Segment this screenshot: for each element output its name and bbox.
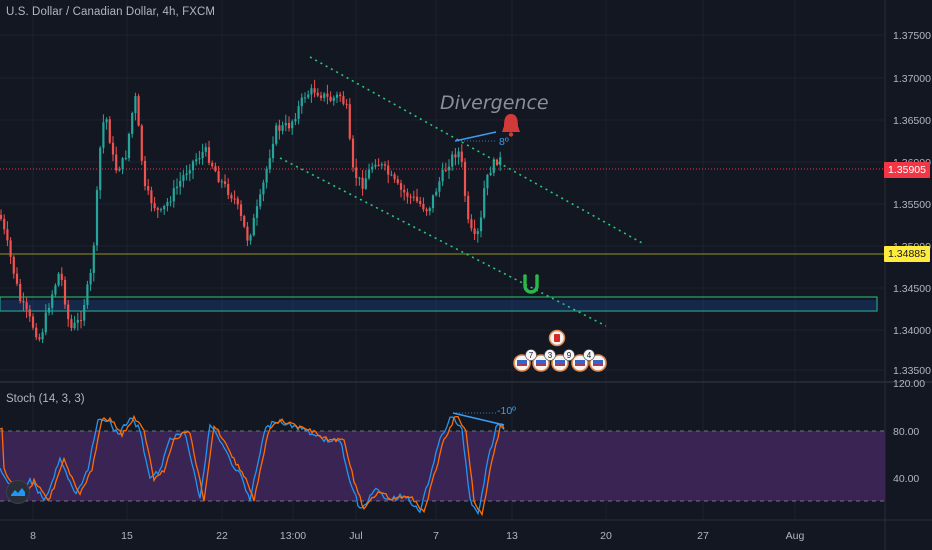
price-angle-label: 8º: [499, 136, 509, 148]
current-price-tag: 1.35905: [884, 162, 930, 178]
time-tick-label: 22: [216, 530, 228, 542]
time-tick-label: 13: [506, 530, 518, 542]
event-count-badge: 7: [525, 349, 537, 361]
svg-text:3: 3: [548, 351, 553, 360]
price-tick-label: 1.34000: [893, 325, 931, 337]
time-tick-label: Jul: [349, 530, 362, 542]
price-axis[interactable]: 1.375001.370001.365001.360001.355001.350…: [893, 30, 931, 377]
time-tick-label: 15: [121, 530, 133, 542]
alert-bell-icon[interactable]: [502, 114, 520, 137]
stoch-tick-label: 120.00: [893, 378, 925, 390]
time-tick-label: 20: [600, 530, 612, 542]
event-badge-us[interactable]: [589, 354, 607, 372]
stoch-angle-label: -10º: [497, 405, 516, 417]
symbol-title[interactable]: U.S. Dollar / Canadian Dollar, 4h, FXCM: [6, 6, 216, 18]
event-badge-us[interactable]: [551, 354, 569, 372]
stoch-indicator-label[interactable]: Stoch (14, 3, 3): [6, 393, 85, 405]
event-badge-canada[interactable]: [548, 329, 566, 347]
stoch-divergence-line[interactable]: [452, 412, 505, 426]
svg-text:4: 4: [587, 351, 592, 360]
channel-lower-line[interactable]: [279, 157, 607, 327]
svg-text:7: 7: [529, 351, 534, 360]
divergence-label[interactable]: Divergence: [440, 92, 549, 114]
support-zone[interactable]: [0, 296, 878, 312]
event-badge-us[interactable]: [571, 354, 589, 372]
event-badge-us[interactable]: [532, 354, 550, 372]
time-tick-label: 8: [30, 530, 36, 542]
candlestick-series: [0, 79, 502, 344]
price-tick-label: 1.34500: [893, 283, 931, 295]
event-count-badge: 9: [563, 349, 575, 361]
stoch-band: [0, 431, 885, 501]
magnet-icon[interactable]: [523, 274, 539, 294]
stoch-tick-label: 80.00: [893, 426, 919, 438]
price-tick-label: 1.37500: [893, 30, 931, 42]
time-tick-label: 13:00: [280, 530, 306, 542]
price-tick-label: 1.33500: [893, 365, 931, 377]
time-tick-label: 7: [433, 530, 439, 542]
stoch-axis: 120.00 80.00 40.00: [893, 378, 925, 485]
channel-upper-line[interactable]: [309, 56, 643, 244]
price-tick-label: 1.37000: [893, 73, 931, 85]
event-count-badge: 4: [583, 349, 595, 361]
event-badge-us[interactable]: [513, 354, 531, 372]
event-count-badge: 3: [544, 349, 556, 361]
stoch-tick-label: 40.00: [893, 473, 919, 485]
time-tick-label: 27: [697, 530, 709, 542]
tradingview-logo-icon[interactable]: [6, 480, 30, 504]
time-tick-label: Aug: [786, 530, 805, 542]
support-zone-fill: [0, 300, 877, 311]
stoch-k-line: [0, 416, 505, 516]
price-tick-label: 1.36500: [893, 115, 931, 127]
stoch-d-line: [0, 414, 505, 517]
time-axis[interactable]: 8 15 22 13:00 Jul 7 13 20 27 Aug: [0, 519, 932, 542]
price-divergence-line[interactable]: [454, 131, 497, 142]
svg-text:9: 9: [567, 351, 572, 360]
event-badges: 7 3 9 4: [513, 349, 607, 372]
price-tick-label: 1.35500: [893, 199, 931, 211]
level-price-tag: 1.34885: [884, 246, 930, 262]
